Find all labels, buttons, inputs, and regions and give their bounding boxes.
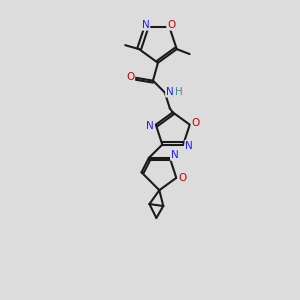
Text: O: O <box>126 72 134 82</box>
Text: N: N <box>166 86 174 97</box>
Text: O: O <box>178 173 186 183</box>
Text: N: N <box>171 150 178 160</box>
Text: N: N <box>146 121 154 131</box>
Text: O: O <box>167 20 176 30</box>
Text: N: N <box>185 141 193 151</box>
Text: O: O <box>192 118 200 128</box>
Text: N: N <box>142 20 149 30</box>
Text: H: H <box>175 86 183 97</box>
